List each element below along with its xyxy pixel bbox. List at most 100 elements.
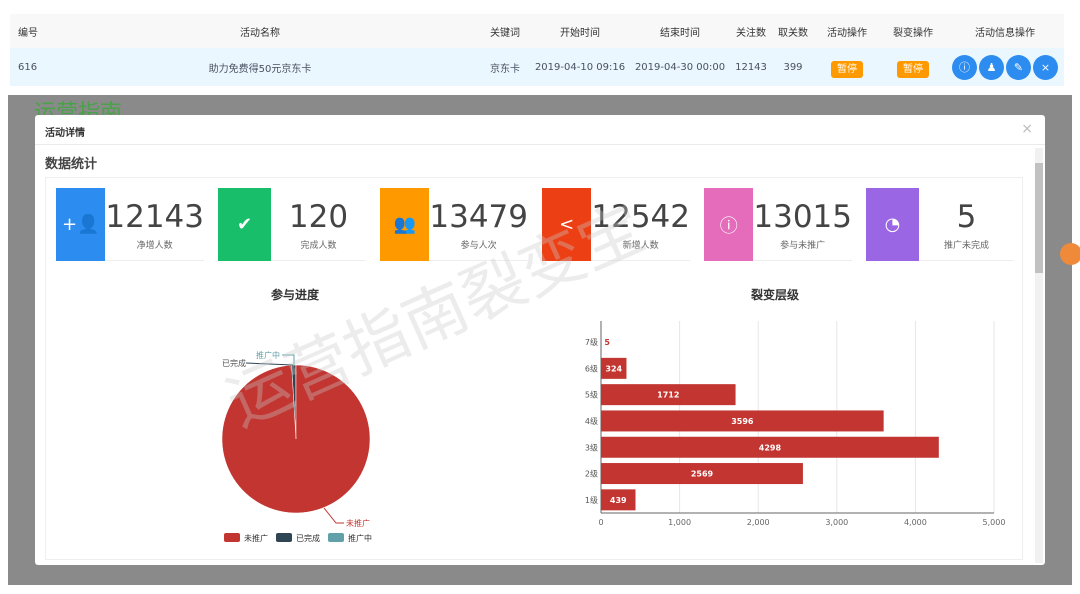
col-follow: 关注数 (736, 27, 766, 39)
modal-header: 活动详情 × (35, 115, 1045, 145)
col-start: 开始时间 (560, 27, 600, 39)
bar (601, 331, 602, 353)
stat-card: ⓘ 13015 参与未推广 (704, 188, 852, 261)
y-tick-label: 1级 (585, 495, 598, 505)
check-circle-icon: ✔ (218, 188, 271, 261)
col-keyword: 关键词 (490, 27, 520, 39)
stat-label: 推广未完成 (943, 241, 989, 251)
x-tick-label: 5,000 (983, 518, 1006, 527)
stat-card: 👥 13479 参与人次 (380, 188, 528, 261)
legend-label: 已完成 (296, 533, 320, 543)
y-tick-label: 2级 (585, 469, 598, 479)
legend-swatch (276, 533, 292, 542)
bar-label: 4298 (759, 443, 782, 452)
bar-chart-title: 裂变层级 (751, 288, 800, 302)
bar-label: 1712 (657, 391, 679, 400)
activity-table: 编号 活动名称 关键词 开始时间 结束时间 关注数 取关数 活动操作 裂变操作 … (10, 14, 1064, 86)
pie-label: 未推广 (346, 518, 370, 528)
stat-value: 120 (288, 199, 349, 235)
pie-label-line (245, 362, 294, 366)
cell-id: 616 (18, 61, 38, 73)
bar (601, 489, 636, 511)
bar-label: 439 (610, 496, 627, 505)
cell-follow: 12143 (735, 61, 767, 73)
col-id: 编号 (18, 27, 38, 39)
col-fission-op: 裂变操作 (893, 27, 933, 39)
cell-end: 2019-04-30 00:00 (634, 61, 726, 73)
section-title: 数据统计 (45, 157, 98, 172)
stat-value: 13479 (429, 199, 528, 235)
info-circle-icon: ⓘ (704, 188, 754, 261)
stat-card: < 12542 新增人数 (542, 188, 690, 261)
info-icon[interactable]: ⓘ (952, 54, 977, 80)
stat-value: 12542 (591, 199, 690, 235)
scrollbar-thumb[interactable] (1035, 163, 1043, 273)
y-tick-label: 6级 (585, 363, 598, 373)
pause-activity-button[interactable]: 暂停 (831, 60, 863, 78)
pie-slice-未推广 (221, 364, 371, 514)
scrollbar[interactable] (1035, 148, 1043, 563)
legend-swatch (328, 533, 344, 542)
stat-card: ✔ 120 完成人数 (218, 188, 366, 261)
bar-label: 2569 (691, 470, 714, 479)
col-end: 结束时间 (660, 27, 700, 39)
bar (601, 463, 803, 485)
user-add-icon: +👤 (56, 188, 106, 261)
user-icon[interactable]: ♟ (979, 54, 1004, 80)
stat-card: ◔ 5 推广未完成 (866, 188, 1014, 261)
side-float-button[interactable] (1060, 243, 1080, 265)
legend-swatch (224, 533, 240, 542)
modal-title: 活动详情 (45, 128, 85, 139)
y-tick-label: 4级 (585, 416, 598, 426)
pie-label-line (282, 354, 295, 365)
bar (601, 357, 627, 379)
stat-value: 5 (956, 199, 977, 235)
pause-fission-button[interactable]: 暂停 (897, 60, 929, 78)
stat-label: 参与未推广 (780, 241, 826, 251)
y-tick-label: 5级 (585, 390, 598, 400)
pie-label-line (323, 507, 344, 524)
pie-label: 推广中 (256, 350, 280, 360)
legend-label: 未推广 (244, 533, 268, 543)
table-header: 编号 活动名称 关键词 开始时间 结束时间 关注数 取关数 活动操作 裂变操作 … (10, 14, 1064, 48)
stat-card: +👤 12143 净增人数 (56, 188, 204, 261)
bar-label: 324 (605, 364, 622, 373)
y-tick-label: 7级 (585, 337, 598, 347)
cell-unfollow: 399 (783, 61, 803, 73)
bar-label: 3596 (731, 417, 754, 426)
stats-panel: +👤 12143 净增人数 ✔ 120 完成人数 👥 13479 参与人次 < … (45, 177, 1023, 560)
share-icon: < (542, 188, 592, 261)
stat-value: 12143 (105, 199, 204, 235)
pie-chart-icon: ◔ (866, 188, 919, 261)
close-icon[interactable]: × (1033, 54, 1058, 80)
legend-label: 推广中 (348, 533, 372, 543)
bar (601, 436, 939, 458)
modal-close-button[interactable]: × (1021, 121, 1033, 137)
pie-chart-title: 参与进度 (271, 288, 320, 302)
cell-start: 2019-04-10 09:16 (534, 61, 626, 73)
x-tick-label: 1,000 (668, 518, 691, 527)
cell-keyword: 京东卡 (490, 63, 520, 75)
cell-name: 助力免费得50元京东卡 (208, 63, 312, 75)
col-info-op: 活动信息操作 (975, 27, 1035, 39)
col-activity-op: 活动操作 (827, 27, 867, 39)
x-tick-label: 4,000 (904, 518, 927, 527)
table-row: 616 助力免费得50元京东卡 京东卡 2019-04-10 09:16 201… (10, 48, 1064, 86)
col-unfollow: 取关数 (778, 27, 808, 39)
stat-label: 参与人次 (460, 241, 497, 251)
bar-label: 5 (604, 338, 610, 347)
x-tick-label: 2,000 (747, 518, 770, 527)
stat-label: 净增人数 (136, 241, 173, 251)
stat-value: 13015 (753, 199, 852, 235)
y-tick-label: 3级 (585, 442, 598, 452)
pie-label: 已完成 (222, 358, 246, 368)
x-tick-label: 0 (598, 518, 603, 527)
activity-detail-modal: 活动详情 × 数据统计 +👤 12143 净增人数 ✔ 120 完成人数 👥 1… (35, 115, 1045, 565)
bar (601, 410, 884, 432)
edit-icon[interactable]: ✎ (1006, 54, 1031, 80)
stat-label: 新增人数 (622, 241, 659, 251)
col-name: 活动名称 (240, 27, 280, 39)
group-icon: 👥 (380, 188, 430, 261)
stat-label: 完成人数 (300, 241, 337, 251)
